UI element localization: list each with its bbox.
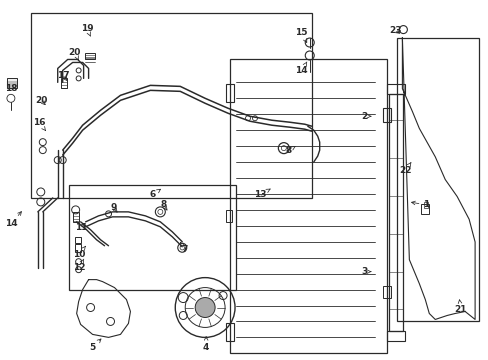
- Bar: [397, 37, 478, 321]
- Text: 16: 16: [33, 118, 45, 131]
- Text: 10: 10: [73, 246, 85, 259]
- Bar: [229, 59, 386, 353]
- Bar: [225, 323, 234, 341]
- Bar: [84, 54, 94, 59]
- Bar: [31, 13, 311, 198]
- Text: 6: 6: [149, 189, 160, 199]
- Text: 13: 13: [253, 189, 270, 199]
- Bar: [225, 210, 232, 222]
- Bar: [7, 78, 17, 88]
- Text: 14: 14: [295, 62, 307, 75]
- Text: 5: 5: [89, 339, 101, 352]
- Bar: [61, 78, 66, 88]
- Text: 15: 15: [295, 28, 307, 42]
- Bar: [388, 94, 403, 332]
- Bar: [383, 285, 390, 298]
- Text: 20: 20: [68, 48, 81, 60]
- Bar: [421, 204, 428, 213]
- Text: 18: 18: [5, 84, 18, 93]
- Text: 23: 23: [388, 26, 401, 35]
- Text: 8: 8: [285, 145, 295, 154]
- Text: 21: 21: [454, 300, 466, 314]
- Text: 1: 1: [411, 201, 428, 210]
- Bar: [75, 237, 81, 243]
- Bar: [386, 332, 405, 341]
- Text: 2: 2: [361, 112, 370, 121]
- Bar: [75, 244, 81, 252]
- Text: 9: 9: [110, 203, 117, 212]
- Bar: [386, 84, 405, 94]
- Bar: [225, 84, 234, 102]
- Text: 8: 8: [160, 201, 167, 210]
- Text: 17: 17: [57, 71, 69, 81]
- Bar: [68, 185, 236, 289]
- Bar: [424, 202, 427, 208]
- Text: 22: 22: [399, 163, 411, 175]
- Bar: [73, 212, 79, 222]
- Text: 11: 11: [75, 223, 87, 232]
- Text: 12: 12: [73, 259, 85, 272]
- Text: 4: 4: [203, 337, 209, 352]
- Bar: [383, 108, 390, 122]
- Text: 14: 14: [5, 212, 21, 228]
- Text: 19: 19: [81, 24, 93, 36]
- Text: 3: 3: [361, 267, 370, 276]
- Text: 7: 7: [180, 242, 188, 254]
- Text: 20: 20: [35, 96, 47, 105]
- Circle shape: [195, 298, 215, 318]
